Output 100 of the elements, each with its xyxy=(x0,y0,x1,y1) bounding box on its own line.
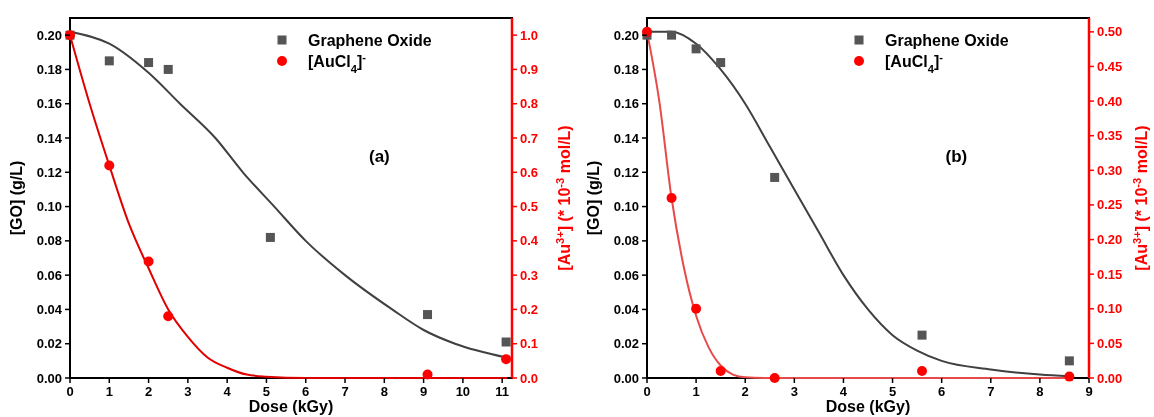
x-tick-label: 3 xyxy=(790,384,798,399)
annotation: (b) xyxy=(945,147,968,166)
x-tick-label: 4 xyxy=(839,384,848,399)
y-tick-label: 0.20 xyxy=(613,27,639,43)
y2-tick-label: 0.9 xyxy=(520,61,539,77)
y2-tick-label: 0.30 xyxy=(1097,162,1123,178)
y2-tick-label: 0.7 xyxy=(520,130,539,146)
point xyxy=(265,232,275,242)
y2-tick-label: 0.5 xyxy=(520,199,539,215)
x-tick-label: 0 xyxy=(66,384,74,399)
point xyxy=(163,64,173,74)
x-tick-label: 4 xyxy=(223,384,232,399)
y-tick-label: 0.10 xyxy=(613,199,639,215)
legend-label: Graphene Oxide xyxy=(885,32,1009,49)
point xyxy=(104,56,114,66)
y2-tick-label: 0.05 xyxy=(1097,335,1123,351)
y-tick-label: 0.20 xyxy=(36,27,62,43)
y-tick-label: 0.02 xyxy=(36,336,62,352)
x-axis-title: Dose (kGy) xyxy=(248,398,334,415)
x-tick-label: 10 xyxy=(455,384,471,399)
y-tick-label: 0.18 xyxy=(613,61,639,77)
y2-tick-label: 0.1 xyxy=(520,336,539,352)
point xyxy=(642,26,652,37)
y-tick-label: 0.10 xyxy=(36,199,62,215)
y-tick-label: 0.12 xyxy=(36,164,62,180)
point xyxy=(666,193,677,203)
y-tick-label: 0.18 xyxy=(36,61,62,77)
y2-tick-label: 0.3 xyxy=(520,267,539,283)
x-tick-label: 3 xyxy=(184,384,192,399)
point xyxy=(917,366,928,377)
legend-label: [AuCl$_{4}$]$^{-}$ xyxy=(885,51,944,75)
x-axis-title: Dose (kGy) xyxy=(825,398,911,415)
point xyxy=(769,373,780,383)
y-tick-label: 0.14 xyxy=(36,130,63,146)
point xyxy=(423,310,433,320)
y-tick-label: 0.16 xyxy=(613,96,639,112)
point xyxy=(691,44,701,54)
y2-tick-label: 0.20 xyxy=(1097,232,1123,248)
y2-tick-label: 0.10 xyxy=(1097,301,1123,317)
point xyxy=(143,256,154,267)
point xyxy=(667,30,677,40)
y2-tick-label: 0.4 xyxy=(520,233,539,249)
annotation: (a) xyxy=(369,147,390,166)
point xyxy=(144,58,154,68)
y-tick-label: 0.00 xyxy=(613,370,639,386)
y2-tick-label: 0.6 xyxy=(520,164,539,180)
y2-tick-label: 0.8 xyxy=(520,96,539,112)
y-axis-title: [GO] (g/L) xyxy=(8,160,25,236)
x-tick-label: 6 xyxy=(302,384,310,399)
point xyxy=(917,330,927,340)
legend-label: [AuCl$_{4}$]$^{-}$ xyxy=(308,51,367,75)
point xyxy=(501,354,512,365)
y2-tick-label: 0.40 xyxy=(1097,93,1123,109)
x-tick-label: 0 xyxy=(643,384,651,399)
x-tick-label: 9 xyxy=(1085,384,1093,399)
y-tick-label: 0.14 xyxy=(613,130,640,146)
x-tick-label: 5 xyxy=(888,384,897,399)
y-tick-label: 0.08 xyxy=(36,233,62,249)
x-tick-label: 9 xyxy=(419,384,428,399)
y-axis-title: [GO] (g/L) xyxy=(585,160,602,236)
y2-tick-label: 0.2 xyxy=(520,301,539,317)
y-tick-label: 0.16 xyxy=(36,96,62,112)
x-tick-label: 8 xyxy=(380,384,388,399)
x-tick-label: 11 xyxy=(495,384,510,399)
point xyxy=(104,160,115,171)
x-tick-label: 1 xyxy=(105,384,113,399)
point xyxy=(163,311,174,322)
y-tick-label: 0.02 xyxy=(613,336,639,352)
point xyxy=(422,369,433,380)
y2-tick-label: 1.0 xyxy=(520,27,539,43)
y2-tick-label: 0.00 xyxy=(1097,370,1123,386)
y2-tick-label: 0.50 xyxy=(1097,24,1123,40)
point xyxy=(501,337,511,347)
x-tick-label: 5 xyxy=(262,384,271,399)
y2-tick-label: 0.15 xyxy=(1097,266,1123,282)
y-tick-label: 0.12 xyxy=(613,164,639,180)
x-tick-label: 6 xyxy=(938,384,946,399)
point xyxy=(716,58,726,68)
point xyxy=(1064,356,1074,366)
y-tick-label: 0.06 xyxy=(613,267,639,283)
x-tick-label: 7 xyxy=(341,384,349,399)
x-tick-label: 8 xyxy=(1036,384,1044,399)
y-tick-label: 0.00 xyxy=(36,370,62,386)
point xyxy=(770,172,780,182)
y2-tick-label: 0.45 xyxy=(1097,58,1123,74)
y2-tick-label: 0.0 xyxy=(520,370,539,386)
y-tick-label: 0.04 xyxy=(36,301,63,317)
y-tick-label: 0.08 xyxy=(613,233,639,249)
y2-tick-label: 0.25 xyxy=(1097,197,1123,213)
legend-label: Graphene Oxide xyxy=(308,32,432,49)
x-tick-label: 1 xyxy=(692,384,700,399)
x-tick-label: 2 xyxy=(144,384,153,399)
x-tick-label: 2 xyxy=(741,384,749,399)
y-tick-label: 0.04 xyxy=(613,301,640,317)
point xyxy=(1064,371,1075,382)
y-tick-label: 0.06 xyxy=(36,267,62,283)
point xyxy=(691,303,702,314)
x-tick-label: 7 xyxy=(987,384,995,399)
point xyxy=(715,366,726,377)
y2-tick-label: 0.35 xyxy=(1097,128,1123,144)
